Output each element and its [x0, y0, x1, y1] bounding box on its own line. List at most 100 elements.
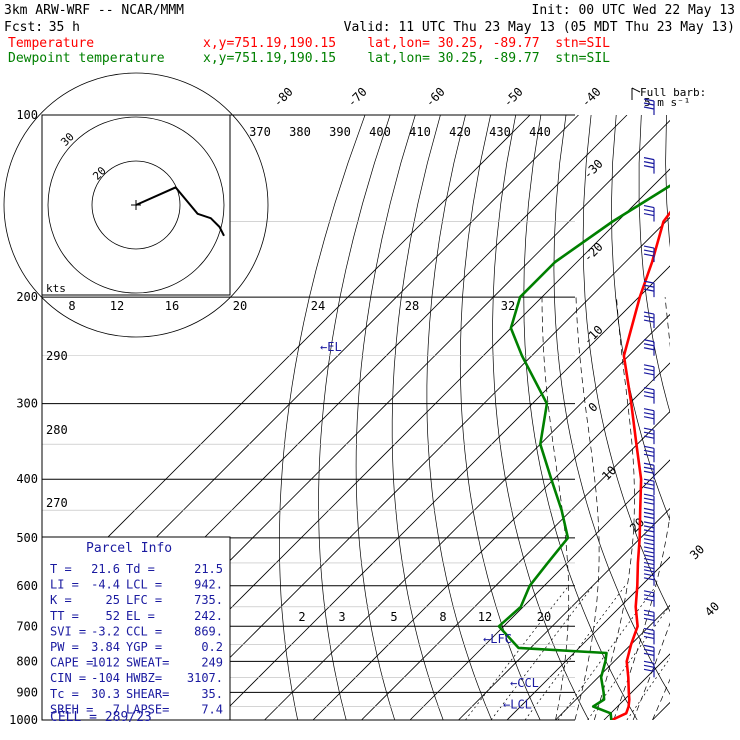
pressure-tick-label: 500: [16, 531, 38, 545]
mixing-ratio-line: [626, 657, 670, 720]
valid-time: Valid: 11 UTC Thu 23 May 13 (05 MDT Thu …: [344, 20, 735, 35]
hodograph-speed-tick: 16: [165, 299, 179, 313]
wind-barb-feather: [643, 157, 655, 161]
wind-barb-feather: [643, 668, 655, 672]
wind-barb-feather: [643, 617, 655, 621]
mixing-ratio-line: [524, 585, 626, 720]
dry-adiabat-line: [692, 115, 740, 720]
pressure-tick-label: 900: [16, 685, 38, 699]
parcel-info-cell: YGP =: [126, 640, 162, 654]
wind-barb-feather: [643, 449, 655, 453]
wind-barb-feather: [643, 511, 655, 515]
isotherm-line: [458, 507, 670, 720]
barb-legend-title: Full barb:: [640, 86, 706, 99]
isotherm-label: 40: [702, 599, 722, 619]
legend-dewpoint-label: Dewpoint temperature: [8, 51, 165, 66]
parcel-cell: CELL = 289/23: [50, 710, 152, 725]
parcel-info-cell: 35.: [201, 687, 223, 701]
wind-barb-feather: [643, 408, 655, 412]
wind-barb-feather: [643, 538, 655, 542]
parcel-info-cell: 735.: [194, 593, 223, 607]
wind-barb-feather: [643, 478, 655, 482]
parcel-info-cell: 3107.: [187, 671, 223, 685]
mixing-ratio-label: 2: [298, 610, 305, 624]
isotherm-line: [42, 115, 531, 604]
dry-adiabat-line: [665, 115, 670, 248]
wind-barb-feather: [643, 98, 655, 102]
wind-barb-feather: [643, 493, 655, 497]
parcel-info-cell: 0.2: [201, 640, 223, 654]
dewpoint-profile: [497, 184, 670, 720]
isotherm-line: [167, 216, 670, 720]
wind-barb-feather: [643, 311, 655, 315]
isotherm-line: [555, 604, 670, 720]
wind-barb-feather: [643, 347, 655, 351]
wind-barb-feather: [643, 529, 655, 533]
theta-label: 400: [369, 125, 391, 139]
parcel-info-panel: Parcel Info T = 21.6 Td = 21.5 LI = -4.4 LCL =…: [41, 536, 231, 725]
parcel-info-cell: 7: [113, 702, 120, 716]
wind-barb-feather: [643, 106, 655, 110]
theta-label: 380: [289, 125, 311, 139]
wind-barb-feather: [643, 102, 655, 106]
wind-barb-feather: [643, 339, 655, 343]
wind-barb-feather: [643, 165, 655, 169]
pressure-tick-label: 600: [16, 579, 38, 593]
wind-barb-feather: [643, 245, 655, 249]
temperature-profile: [611, 210, 670, 720]
theta-label: 420: [449, 125, 471, 139]
parcel-info-cell: 242.: [194, 609, 223, 623]
barb-legend-value: 5 m s⁻¹: [644, 96, 690, 109]
parcel-info-cell: LAPSE=: [126, 702, 169, 716]
parcel-info-cell: 30.3: [91, 687, 120, 701]
hodograph-speed-tick: 20: [233, 299, 247, 313]
parcel-info-cell: SHEAR=: [126, 687, 169, 701]
wind-barb-feather: [643, 566, 655, 570]
parcel-info-cell: 52: [106, 609, 120, 623]
legend-temperature-info: x,y=751.19,190.15 lat,lon= 30.25, -89.77…: [203, 36, 610, 51]
wind-barb-feather: [643, 635, 655, 640]
parcel-info-cell: LCL =: [126, 578, 162, 592]
wind-barb-feather: [643, 435, 655, 439]
wind-barb-feather: [643, 546, 655, 550]
isotherm-label: -20: [581, 240, 606, 265]
hodograph-ring: [91, 160, 181, 250]
level-markers: ←EL ←LFC ←CCL ←LCL: [320, 340, 539, 711]
wind-barb-feather: [643, 462, 655, 466]
wind-barb-feather: [643, 613, 655, 617]
wind-barb-feather: [643, 577, 655, 581]
parcel-info-cell: PW =: [50, 640, 79, 654]
wind-barb-feather: [643, 507, 655, 511]
moist-adiabat-line: [593, 297, 635, 720]
hodograph-speed-tick: 8: [68, 299, 75, 313]
isotherm-label: -70: [345, 85, 370, 110]
mixing-ratio-line: [587, 604, 670, 720]
dry-adiabat-line: [523, 115, 638, 720]
isotherm-label: -50: [501, 85, 526, 110]
hodograph-ring: [47, 116, 225, 294]
theta-label: 440: [529, 125, 551, 139]
wind-barb-feather: [643, 501, 655, 505]
isotherm-line: [312, 362, 670, 720]
wind-barb-feather: [643, 412, 655, 416]
hodograph-trace: [135, 186, 225, 237]
pressure-tick-label: 700: [16, 619, 38, 633]
parcel-info-cell: Tc =: [50, 687, 79, 701]
dry-adiabat-line: [391, 115, 444, 720]
theta-label: 390: [329, 125, 351, 139]
legend-temperature-label: Temperature: [8, 36, 94, 51]
sounding-series: [497, 184, 670, 720]
parcel-info-cell: Td =: [126, 562, 155, 576]
wind-barb-feather: [643, 319, 655, 323]
wind-barb-feather: [643, 627, 655, 632]
legend-dewpoint-info: x,y=751.19,190.15 lat,lon= 30.25, -89.77…: [203, 51, 610, 66]
level-marker-label: ←LFC: [483, 632, 512, 646]
parcel-info-cell: 249: [201, 656, 223, 670]
wind-barb-feather: [643, 590, 655, 594]
wind-barb-feather: [643, 594, 655, 598]
hodograph-speed-tick: 32: [501, 299, 515, 313]
wind-barb-feather: [643, 212, 655, 217]
isotherm-line: [409, 459, 670, 720]
dry-adiabat-line: [582, 115, 670, 613]
